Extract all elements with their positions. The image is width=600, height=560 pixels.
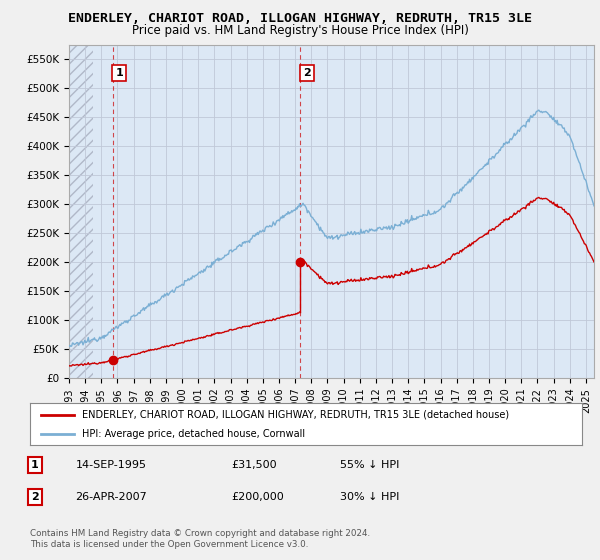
Text: £31,500: £31,500 xyxy=(231,460,277,470)
Text: £200,000: £200,000 xyxy=(231,492,284,502)
Text: ENDERLEY, CHARIOT ROAD, ILLOGAN HIGHWAY, REDRUTH, TR15 3LE: ENDERLEY, CHARIOT ROAD, ILLOGAN HIGHWAY,… xyxy=(68,12,532,25)
Text: 1: 1 xyxy=(31,460,39,470)
Text: 14-SEP-1995: 14-SEP-1995 xyxy=(76,460,146,470)
Text: 30% ↓ HPI: 30% ↓ HPI xyxy=(340,492,400,502)
Text: 2: 2 xyxy=(31,492,39,502)
Text: Price paid vs. HM Land Registry's House Price Index (HPI): Price paid vs. HM Land Registry's House … xyxy=(131,24,469,37)
Text: 55% ↓ HPI: 55% ↓ HPI xyxy=(340,460,400,470)
Text: HPI: Average price, detached house, Cornwall: HPI: Average price, detached house, Corn… xyxy=(82,429,305,439)
Text: ENDERLEY, CHARIOT ROAD, ILLOGAN HIGHWAY, REDRUTH, TR15 3LE (detached house): ENDERLEY, CHARIOT ROAD, ILLOGAN HIGHWAY,… xyxy=(82,409,509,419)
Text: 26-APR-2007: 26-APR-2007 xyxy=(76,492,147,502)
Text: 1: 1 xyxy=(115,68,123,78)
Text: Contains HM Land Registry data © Crown copyright and database right 2024.
This d: Contains HM Land Registry data © Crown c… xyxy=(30,529,370,549)
Text: 2: 2 xyxy=(303,68,311,78)
